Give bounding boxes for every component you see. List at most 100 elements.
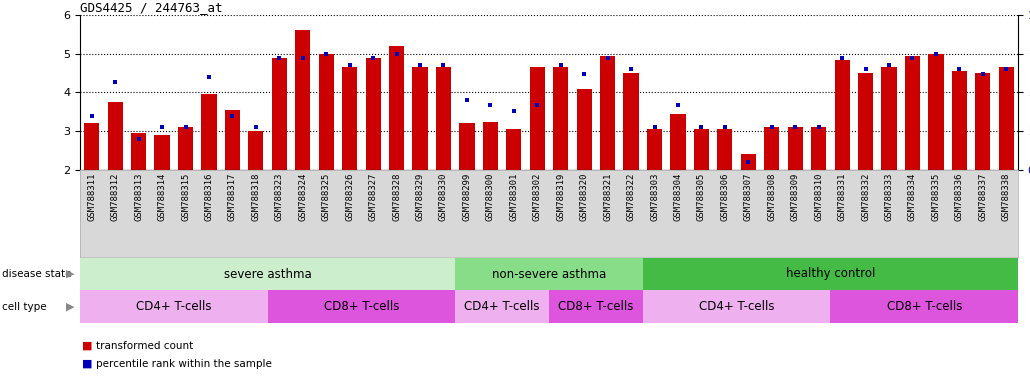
Text: percentile rank within the sample: percentile rank within the sample [97, 359, 272, 369]
Text: GSM788305: GSM788305 [697, 173, 706, 221]
Bar [268, 290, 455, 323]
Bar [643, 258, 1018, 290]
Text: ▶: ▶ [66, 301, 74, 311]
Point [247, 124, 264, 130]
Text: cell type: cell type [2, 301, 46, 311]
Bar [225, 110, 240, 170]
Bar [389, 46, 404, 170]
Bar [834, 60, 850, 170]
Text: GSM788330: GSM788330 [439, 173, 448, 221]
Point [388, 51, 405, 57]
Point [506, 108, 522, 114]
Bar [131, 133, 146, 170]
Point [458, 97, 475, 103]
Bar [788, 127, 802, 170]
Bar [882, 67, 897, 170]
Bar [455, 290, 549, 323]
Text: GSM788313: GSM788313 [134, 173, 143, 221]
Bar [84, 124, 99, 170]
Bar [717, 129, 732, 170]
Bar [928, 54, 943, 170]
Bar [272, 58, 287, 170]
Bar [904, 56, 920, 170]
Point [365, 55, 381, 61]
Point [741, 159, 757, 166]
Point [153, 124, 170, 130]
Bar [600, 56, 615, 170]
Bar [671, 114, 686, 170]
Text: ▶: ▶ [66, 269, 74, 279]
Text: GSM788311: GSM788311 [88, 173, 96, 221]
Point [107, 79, 124, 85]
Bar [643, 290, 830, 323]
Text: GSM788302: GSM788302 [533, 173, 542, 221]
Bar [506, 129, 521, 170]
Bar [694, 129, 709, 170]
Text: GDS4425 / 244763_at: GDS4425 / 244763_at [80, 1, 222, 14]
Text: healthy control: healthy control [786, 268, 876, 280]
Text: GSM788308: GSM788308 [767, 173, 777, 221]
Point [131, 136, 147, 142]
Bar [647, 129, 662, 170]
Point [436, 61, 452, 68]
Text: GSM788312: GSM788312 [110, 173, 119, 221]
Point [412, 61, 428, 68]
Text: transformed count: transformed count [97, 341, 194, 351]
Text: GSM788319: GSM788319 [556, 173, 565, 221]
Text: GSM788336: GSM788336 [955, 173, 964, 221]
Bar [459, 124, 475, 170]
Point [857, 66, 873, 72]
Text: GSM788325: GSM788325 [321, 173, 331, 221]
Bar [436, 67, 451, 170]
Text: GSM788321: GSM788321 [604, 173, 612, 221]
Point [998, 66, 1015, 72]
Text: GSM788303: GSM788303 [650, 173, 659, 221]
Text: GSM788316: GSM788316 [205, 173, 213, 221]
Bar [80, 290, 268, 323]
Text: GSM788315: GSM788315 [181, 173, 190, 221]
Bar [975, 73, 991, 170]
Text: GSM788309: GSM788309 [791, 173, 799, 221]
Text: disease state: disease state [2, 269, 71, 279]
Point [881, 61, 897, 68]
Text: GSM788332: GSM788332 [861, 173, 870, 221]
Bar [858, 73, 873, 170]
Bar [811, 127, 826, 170]
Text: GSM788326: GSM788326 [345, 173, 354, 221]
Point [763, 124, 780, 130]
Text: CD4+ T-cells: CD4+ T-cells [136, 300, 211, 313]
Point [201, 74, 217, 80]
Bar [80, 258, 455, 290]
Text: GSM788320: GSM788320 [580, 173, 589, 221]
Text: GSM788335: GSM788335 [931, 173, 940, 221]
Bar [952, 71, 967, 170]
Point [787, 124, 803, 130]
Bar [999, 67, 1014, 170]
Bar [366, 58, 381, 170]
Point [295, 55, 311, 61]
Text: GSM788337: GSM788337 [978, 173, 988, 221]
Text: GSM788334: GSM788334 [908, 173, 917, 221]
Bar [296, 30, 310, 170]
Point [904, 55, 921, 61]
Bar [764, 127, 780, 170]
Text: CD4+ T-cells: CD4+ T-cells [698, 300, 775, 313]
Bar [154, 135, 170, 170]
Text: GSM788307: GSM788307 [744, 173, 753, 221]
Point [717, 124, 733, 130]
Bar [412, 67, 427, 170]
Point [811, 124, 827, 130]
Text: ■: ■ [82, 341, 93, 351]
Text: CD8+ T-cells: CD8+ T-cells [558, 300, 633, 313]
Point [974, 71, 991, 77]
Point [693, 124, 710, 130]
Point [951, 66, 967, 72]
Text: GSM788323: GSM788323 [275, 173, 284, 221]
Text: GSM788314: GSM788314 [158, 173, 167, 221]
Text: GSM788338: GSM788338 [1002, 173, 1010, 221]
Bar [201, 94, 216, 170]
Point [482, 102, 499, 108]
Bar [529, 67, 545, 170]
Text: GSM788322: GSM788322 [626, 173, 636, 221]
Bar [107, 102, 123, 170]
